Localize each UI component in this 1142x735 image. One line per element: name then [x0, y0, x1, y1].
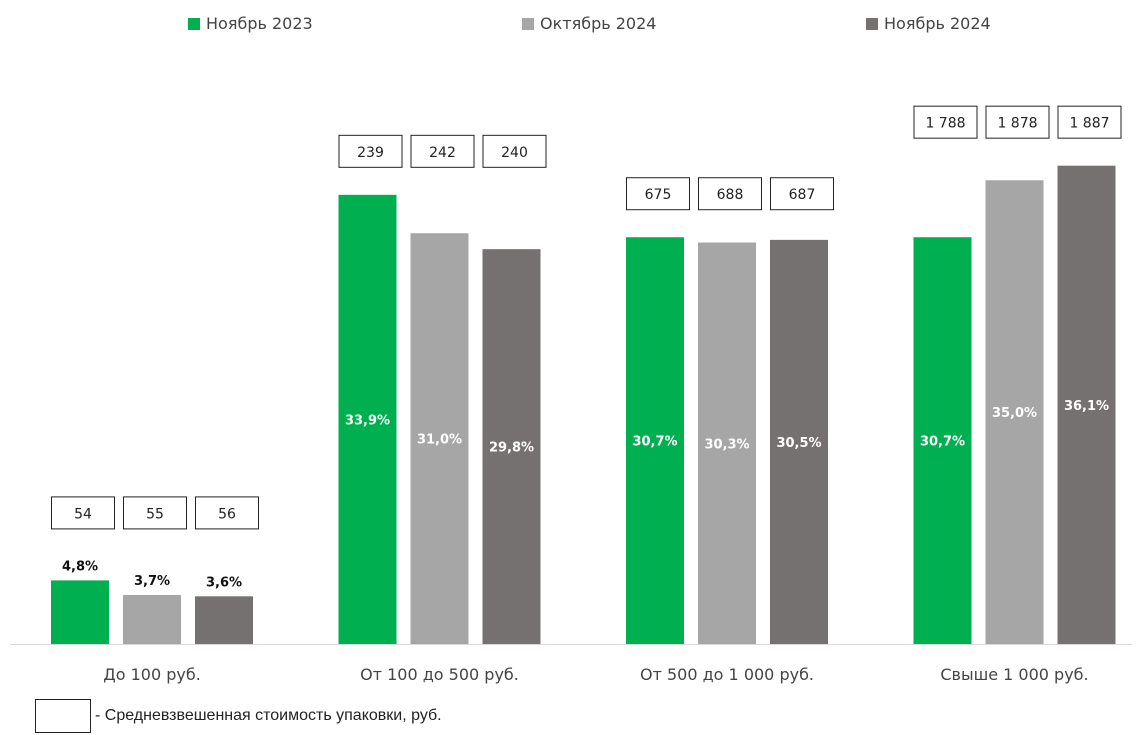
value-box-label: 240: [501, 145, 528, 161]
data-label: 30,3%: [704, 437, 749, 452]
data-label: 31,0%: [417, 433, 462, 448]
bar: [770, 239, 828, 644]
category-label: От 100 до 500 руб.: [360, 665, 519, 684]
value-box-label: 55: [146, 506, 164, 522]
value-box: [195, 496, 259, 530]
data-label: 30,7%: [920, 435, 965, 450]
legend-label: Ноябрь 2024: [884, 14, 991, 33]
footnote: - Средневзвешенная стоимость упаковки, р…: [35, 699, 442, 733]
value-box-label: 1 878: [997, 116, 1037, 132]
legend-swatch: [188, 17, 200, 30]
value-box-label: 688: [717, 187, 744, 203]
bar: [913, 237, 972, 644]
bar: [482, 249, 541, 644]
value-box: [51, 496, 115, 530]
legend-label: Октябрь 2024: [540, 14, 657, 33]
value-box: [913, 105, 978, 139]
legend-item-oct-2024: Октябрь 2024: [522, 14, 656, 33]
value-box: [338, 134, 403, 168]
footnote-text: - Средневзвешенная стоимость упаковки, р…: [95, 707, 442, 724]
data-label: 3,7%: [134, 574, 170, 589]
bar: [195, 596, 253, 644]
bar: [51, 580, 109, 644]
value-box: [410, 134, 475, 168]
value-box: [1057, 105, 1122, 139]
legend-swatch: [866, 17, 878, 30]
value-box: [482, 134, 547, 168]
value-box-label: 56: [218, 506, 236, 522]
value-box: [985, 105, 1050, 139]
bar: [698, 242, 756, 644]
data-label: 3,6%: [206, 575, 242, 590]
value-box-label: 687: [789, 187, 816, 203]
data-label: 29,8%: [489, 441, 534, 456]
bar: [410, 233, 469, 644]
value-box-label: 239: [357, 145, 384, 161]
data-label: 4,8%: [62, 559, 98, 574]
category-label: От 500 до 1 000 руб.: [640, 665, 814, 684]
bar-chart: 4,8% 54 3,7% 55 3,6% 56 До 100 руб. 33,9% 239 31,…: [10, 105, 1132, 684]
legend-item-nov-2024: Ноябрь 2024: [866, 14, 991, 33]
value-box: [123, 496, 187, 530]
bar: [626, 237, 684, 644]
legend-swatch: [522, 17, 534, 30]
data-label: 33,9%: [345, 413, 390, 428]
bar: [1057, 165, 1116, 645]
category-label: Свыше 1 000 руб.: [940, 665, 1088, 684]
bar: [123, 594, 181, 644]
category-label: До 100 руб.: [103, 665, 201, 684]
data-label: 35,0%: [992, 406, 1037, 421]
data-label: 36,1%: [1064, 399, 1109, 414]
value-box-label: 675: [645, 187, 672, 203]
value-box: [698, 177, 762, 211]
bar: [338, 194, 397, 644]
value-box-label: 1 788: [925, 116, 965, 132]
legend-item-nov-2023: Ноябрь 2023: [188, 14, 313, 33]
value-box: [770, 177, 834, 211]
data-label: 30,7%: [632, 435, 677, 450]
value-box-label: 1 887: [1069, 116, 1109, 132]
bar: [985, 180, 1044, 644]
value-box-label: 54: [74, 506, 92, 522]
value-box-label: 242: [429, 145, 456, 161]
footnote-box-sample: [35, 699, 91, 733]
value-box: [626, 177, 690, 211]
legend-label: Ноябрь 2023: [206, 14, 313, 33]
data-label: 30,5%: [776, 436, 821, 451]
